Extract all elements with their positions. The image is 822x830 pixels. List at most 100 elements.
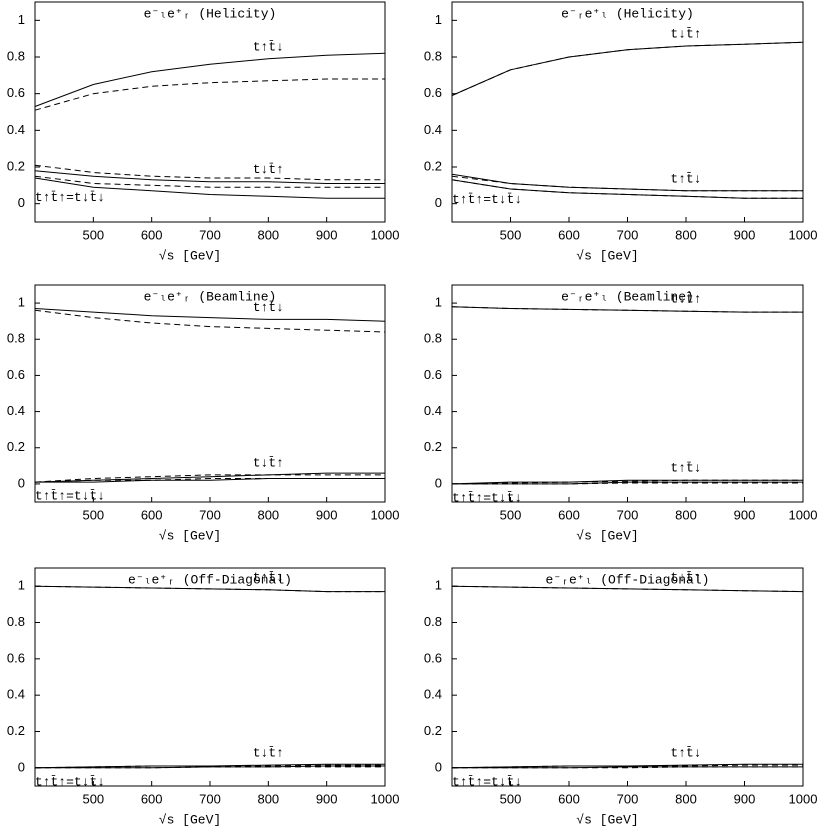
panel-title: e⁻ᵣe⁺ₗ (Off-Diagonal) (546, 572, 710, 587)
y-tick-label: 0 (435, 475, 442, 490)
curve-label: t↑t̄↑=t↓t̄↓ (35, 190, 105, 205)
y-tick-label: 0 (18, 195, 25, 210)
y-tick-label: 0.8 (7, 48, 25, 63)
curve-label: t↑t̄↓ (253, 300, 284, 315)
y-tick-label: 0.4 (7, 122, 25, 137)
x-tick-label: 600 (558, 227, 580, 242)
x-axis-label: √s [GeV] (576, 248, 638, 263)
series-line (451, 41, 804, 96)
panel-title: e⁻ₗe⁺ᵣ (Helicity) (144, 6, 277, 21)
series-line (452, 482, 803, 485)
y-tick-label: 1 (18, 12, 25, 27)
series-line (34, 585, 385, 593)
series-line (451, 764, 803, 769)
curve-label: t↑t̄↑=t↓t̄↓ (452, 192, 522, 207)
y-tick-label: 0.6 (424, 650, 442, 665)
x-axis-label: √s [GeV] (159, 248, 221, 263)
plot-frame (451, 567, 804, 787)
x-tick-label: 500 (500, 791, 522, 806)
y-tick-label: 0 (435, 759, 442, 774)
panel-title: e⁻ₗe⁺ᵣ (Off-Diagonal) (128, 572, 292, 587)
x-tick-label: 500 (82, 507, 104, 522)
panel-title: e⁻ₗe⁺ᵣ (Beamline) (144, 289, 277, 304)
x-tick-label: 500 (500, 227, 522, 242)
y-tick-label: 0.8 (424, 48, 442, 63)
x-tick-label: 1000 (789, 507, 818, 522)
series-line (451, 479, 803, 485)
y-tick-label: 0.4 (424, 403, 442, 418)
y-tick-label: 0.6 (7, 650, 25, 665)
x-tick-label: 800 (257, 507, 279, 522)
series-line (34, 170, 385, 184)
y-tick-label: 0 (435, 195, 442, 210)
y-tick-label: 0.6 (424, 367, 442, 382)
y-tick-label: 0.8 (7, 614, 25, 629)
curve-label: t↑t̄↓ (253, 570, 284, 585)
x-tick-label: 1000 (371, 507, 400, 522)
series-line (34, 478, 385, 483)
curve-label: t↓t̄↑ (670, 570, 701, 585)
curve-label: t↑t̄↑=t↓t̄↓ (35, 489, 105, 504)
x-tick-label: 900 (734, 791, 756, 806)
series-line (451, 179, 803, 199)
series-line (34, 474, 385, 483)
x-tick-label: 700 (617, 507, 639, 522)
curve-label: t↓t̄↑ (670, 26, 701, 41)
y-tick-label: 0 (18, 759, 25, 774)
x-tick-label: 700 (617, 791, 639, 806)
curve-label: t↑t̄↑=t↓t̄↓ (452, 774, 522, 789)
y-tick-label: 0.6 (424, 85, 442, 100)
x-tick-label: 900 (734, 507, 756, 522)
series-line (34, 472, 385, 483)
y-tick-label: 0.4 (424, 687, 442, 702)
curve-label: t↑t̄↑=t↓t̄↓ (35, 774, 105, 789)
curve-label: t↑t̄↓ (670, 171, 701, 186)
x-axis-label: √s [GeV] (159, 812, 221, 827)
x-tick-label: 600 (141, 507, 163, 522)
y-tick-label: 0.6 (7, 367, 25, 382)
x-tick-label: 800 (257, 791, 279, 806)
x-tick-label: 900 (734, 227, 756, 242)
x-tick-label: 800 (675, 507, 697, 522)
y-tick-label: 0.8 (7, 331, 25, 346)
y-tick-label: 0.2 (7, 439, 25, 454)
panel-title: e⁻ᵣe⁺ₗ (Beamline) (561, 289, 694, 304)
x-axis-label: √s [GeV] (576, 812, 638, 827)
x-tick-label: 1000 (789, 791, 818, 806)
x-tick-label: 900 (316, 791, 338, 806)
x-tick-label: 900 (316, 507, 338, 522)
y-tick-label: 0.2 (424, 158, 442, 173)
x-tick-label: 700 (199, 507, 221, 522)
x-tick-label: 1000 (371, 227, 400, 242)
y-tick-label: 0.4 (424, 122, 442, 137)
y-tick-label: 1 (435, 295, 442, 310)
series-line (34, 177, 385, 199)
curve-label: t↑t̄↓ (670, 746, 701, 761)
series-line (34, 308, 386, 322)
curve-label: t↓t̄↑ (253, 162, 284, 177)
series-line (35, 766, 385, 769)
curve-label: t↑t̄↑=t↓t̄↓ (452, 490, 522, 505)
series-line (451, 41, 804, 96)
x-tick-label: 600 (558, 507, 580, 522)
series-line (34, 175, 385, 188)
y-tick-label: 0.4 (7, 403, 25, 418)
x-tick-label: 700 (199, 227, 221, 242)
x-tick-label: 700 (199, 791, 221, 806)
series-line (34, 164, 385, 181)
x-tick-label: 500 (500, 507, 522, 522)
series-line (34, 309, 386, 333)
curve-label: t↑t̄↓ (253, 39, 284, 54)
curve-label: t↓t̄↑ (670, 292, 701, 307)
y-tick-label: 0.6 (7, 85, 25, 100)
x-tick-label: 600 (558, 791, 580, 806)
panel-title: e⁻ᵣe⁺ₗ (Helicity) (561, 6, 694, 21)
series-line (451, 306, 803, 313)
y-tick-label: 0.2 (7, 723, 25, 738)
y-tick-label: 0.2 (424, 723, 442, 738)
y-tick-label: 0.4 (7, 687, 25, 702)
x-tick-label: 900 (316, 227, 338, 242)
x-tick-label: 1000 (789, 227, 818, 242)
